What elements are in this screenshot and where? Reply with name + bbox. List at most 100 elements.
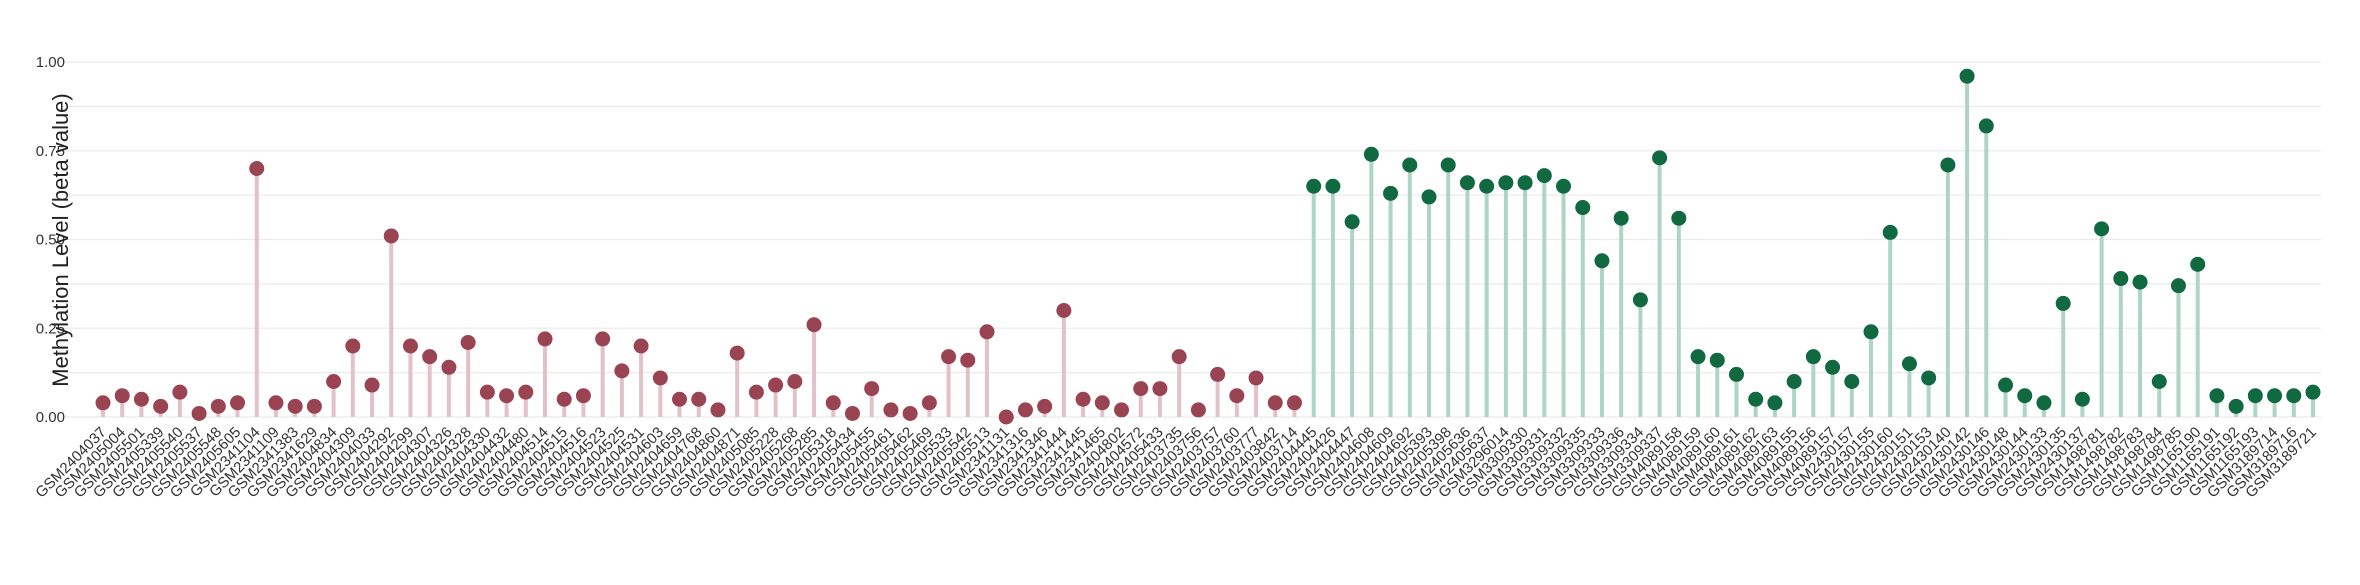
y-tick-label: 0.50 [36,232,65,249]
data-point [1190,402,1206,418]
data-point [499,388,515,404]
data-point [1805,349,1821,365]
data-point [1037,398,1053,414]
data-point [2209,388,2225,404]
data-point [345,338,361,354]
data-point [1536,168,1552,184]
data-point [2055,295,2071,311]
data-point [1921,370,1937,386]
data-point [2094,221,2110,237]
data-point [2170,278,2186,294]
data-point [1844,374,1860,389]
data-point [1094,395,1110,411]
data-point [1267,395,1283,411]
data-point [1767,395,1783,411]
data-point [1286,395,1302,411]
x-axis-ticks: GSM2404037GSM2405004GSM2405501GSM2405339… [32,424,2319,501]
data-point [556,391,572,407]
data-point [153,398,169,414]
data-point [1248,370,1264,386]
data-point [1114,402,1130,418]
data-point [1229,388,1245,404]
data-point [306,398,322,414]
data-point [691,391,707,407]
data-point [537,331,553,347]
data-point [1133,381,1149,397]
data-point [902,405,918,421]
data-point [95,395,111,411]
data-point [172,384,188,400]
data-point [1344,214,1360,230]
data-point [652,370,668,386]
data-point [1306,178,1322,194]
data-point [1210,366,1226,382]
data-point [921,395,937,411]
data-point [787,374,803,389]
y-tick-label: 0.25 [36,320,65,337]
data-point [114,388,130,404]
y-axis-title: Methylation Level (beta value) [48,93,73,387]
data-point [1171,349,1187,365]
data-point [595,331,611,347]
data-point [1940,157,1956,173]
data-point [1479,178,1495,194]
data-point [364,377,380,393]
data-point [1613,210,1629,226]
data-point [287,398,303,414]
data-point [1075,391,1091,407]
data-point [729,345,745,361]
data-point [2132,274,2148,290]
data-point [864,381,880,397]
data-point [2017,388,2033,404]
data-point [1056,303,1072,318]
data-point [2247,388,2263,404]
data-point [941,349,957,365]
data-point [768,377,784,393]
data-point [1517,175,1533,191]
data-point [806,317,822,333]
data-point [960,352,976,368]
data-point [710,402,726,418]
data-point [1363,146,1379,162]
y-tick-label: 0.00 [36,409,65,426]
data-point [1748,391,1764,407]
data-point [2228,398,2244,414]
data-point [1901,356,1917,372]
data-point [1690,349,1706,365]
data-point [2286,388,2302,404]
data-point [1402,157,1418,173]
data-point [1594,253,1610,269]
data-point [268,395,284,411]
data-point [748,384,764,400]
data-point [883,402,899,418]
data-point [1786,374,1802,389]
data-point [460,334,476,350]
data-point [1882,224,1898,240]
data-point [441,359,457,375]
data-point [1632,292,1648,308]
data-point [979,324,995,340]
data-point [672,391,688,407]
data-point [1709,352,1725,368]
data-point [2190,256,2206,272]
data-point [133,391,149,407]
data-point [1728,366,1744,382]
data-point [1652,150,1668,166]
data-point [2074,391,2090,407]
data-point [402,338,418,354]
data-point [1325,178,1341,194]
data-point [633,338,649,354]
data-point [614,363,630,379]
data-point [844,405,860,421]
data-point [383,228,399,244]
data-point [518,384,534,400]
point-layer [95,68,2321,425]
data-point [1440,157,1456,173]
data-point [2305,384,2321,400]
data-point [230,395,246,411]
grid-layer [63,61,2321,418]
data-point [1959,68,1975,84]
data-point [1421,189,1437,205]
data-point [479,384,495,400]
